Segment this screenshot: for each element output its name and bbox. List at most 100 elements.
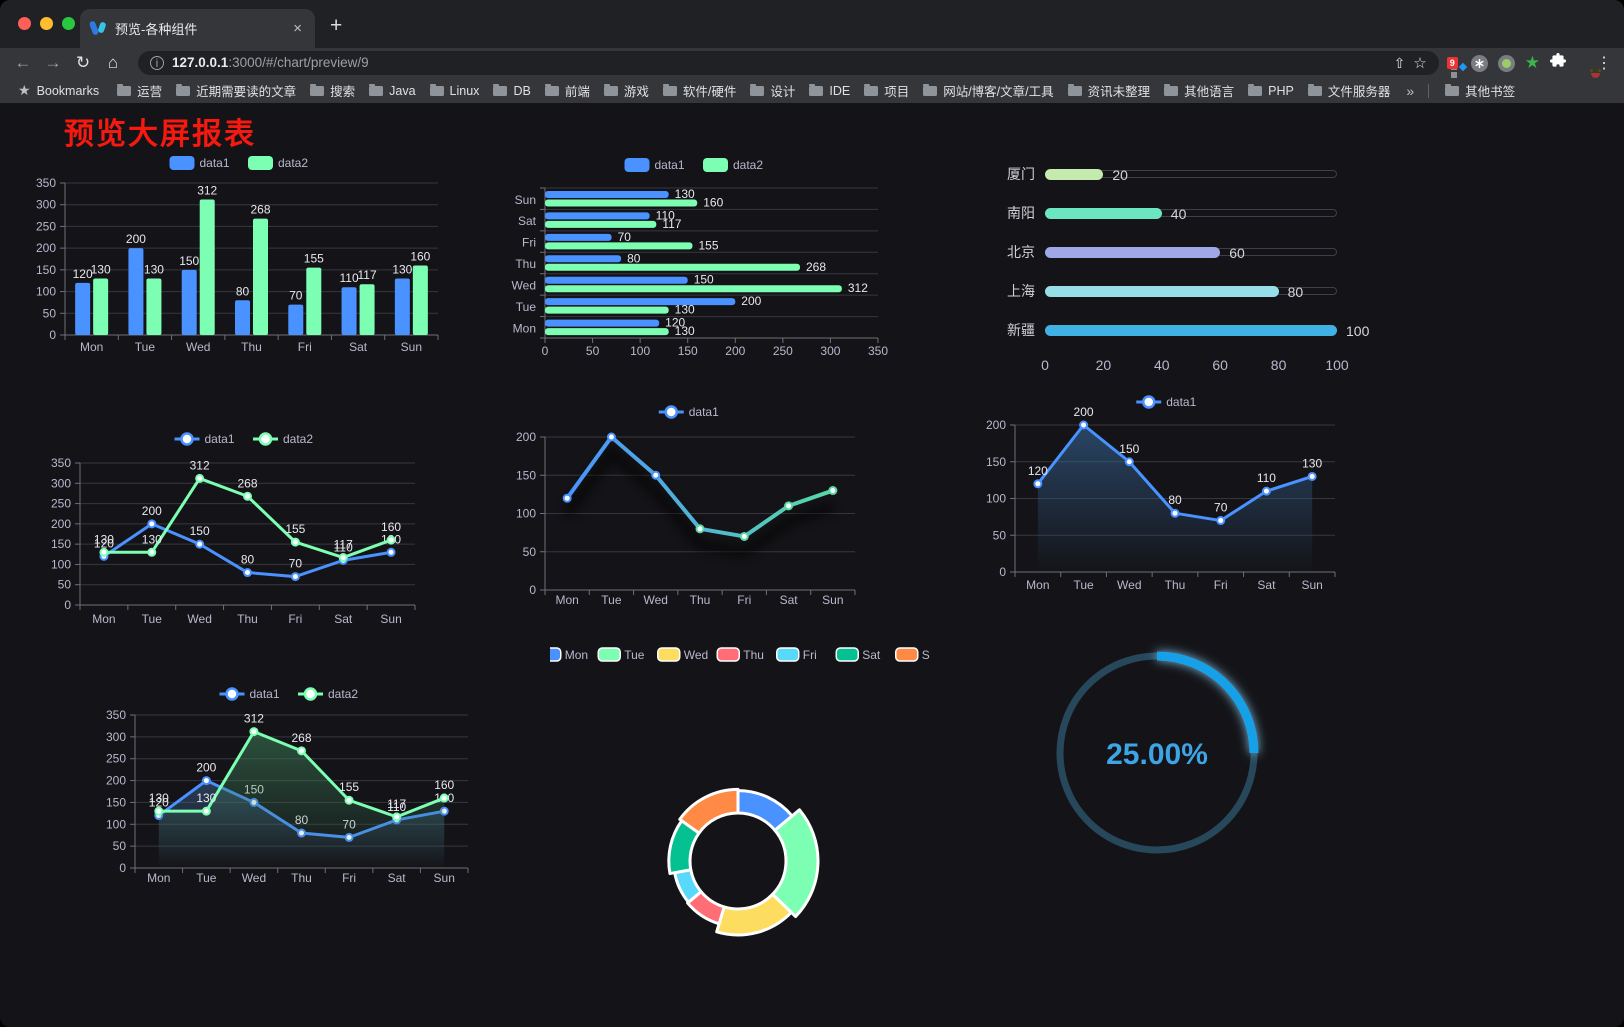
grouped-bar-chart[interactable]: data1 data2 0 50 100 150 200 250 300 350 Mon Tue Wed… (30, 147, 450, 365)
bar[interactable] (306, 267, 322, 335)
legend-item-Mon[interactable]: Mon (538, 647, 588, 662)
minimize-window-button[interactable] (40, 17, 53, 30)
data-point[interactable] (1261, 486, 1271, 496)
bar[interactable] (545, 276, 688, 284)
bookmark-star-icon[interactable]: ☆ (1413, 55, 1427, 72)
bar[interactable] (359, 284, 375, 335)
legend-item-data2[interactable]: data2 (248, 156, 308, 170)
progress-row-厦门[interactable]: 厦门 20 (985, 164, 1385, 184)
legend-item-Fri[interactable]: Fri (776, 647, 817, 662)
bookmark-folder[interactable]: 软件/硬件 (657, 81, 742, 100)
bar[interactable] (545, 242, 693, 250)
bookmark-folder[interactable]: 其他语言 (1158, 81, 1240, 100)
bar[interactable] (412, 265, 428, 335)
bookmark-folder[interactable]: 设计 (744, 81, 801, 100)
pie-slice-Wed[interactable] (715, 892, 793, 937)
bar[interactable] (545, 212, 650, 220)
data-point[interactable] (828, 486, 838, 496)
bookmark-folder[interactable]: 项目 (858, 81, 915, 100)
data-point[interactable] (344, 795, 354, 805)
bar[interactable] (253, 218, 268, 335)
bar[interactable] (545, 263, 800, 271)
close-window-button[interactable] (18, 17, 31, 30)
bar[interactable] (545, 298, 736, 306)
data-point[interactable] (290, 572, 300, 582)
data-point[interactable] (249, 727, 259, 737)
bar[interactable] (545, 306, 669, 314)
progress-row-上海[interactable]: 上海 80 (985, 281, 1385, 301)
bar[interactable] (545, 233, 612, 241)
legend-item-data1[interactable]: data1 (219, 687, 280, 701)
progress-row-南阳[interactable]: 南阳 40 (985, 203, 1385, 223)
data-point[interactable] (195, 473, 205, 483)
legend-item-data1[interactable]: data1 (658, 405, 719, 419)
legend-item-Sun[interactable]: Sun (895, 647, 943, 662)
rose-pie-chart[interactable]: Mon Tue Wed Thu Fri Sat Sun (538, 641, 943, 971)
bar[interactable] (128, 248, 144, 335)
data-point[interactable] (562, 493, 572, 503)
bookmark-folder[interactable]: 运营 (111, 81, 168, 100)
legend-item-data2[interactable]: data2 (298, 687, 358, 701)
data-point[interactable] (1079, 420, 1089, 430)
bookmarks-manager[interactable]: ★ Bookmarks (12, 82, 105, 99)
legend-item-Thu[interactable]: Thu (716, 647, 764, 662)
data-point[interactable] (1124, 457, 1134, 467)
progress-bar-chart[interactable]: 厦门 20 南阳 40 北京 60 上海 80 新疆 100 0 20 40 60 80 100 (985, 155, 1385, 385)
maximize-window-button[interactable] (62, 17, 75, 30)
data-point[interactable] (739, 531, 749, 541)
legend-item-data2[interactable]: data2 (703, 158, 763, 172)
ring-gauge-chart[interactable]: 25.00% (1040, 628, 1275, 863)
data-point[interactable] (695, 524, 705, 534)
bookmark-folder[interactable]: PHP (1242, 83, 1300, 98)
legend-item-data1[interactable]: data1 (1136, 395, 1197, 409)
legend-item-data1[interactable]: data1 (624, 158, 685, 172)
data-point[interactable] (392, 812, 402, 822)
bar[interactable] (235, 300, 250, 335)
line-chart-double-area[interactable]: data1 data2 0 50 100 150 200 250 300 350 Mon Tue Wed… (100, 680, 480, 888)
bar[interactable] (545, 220, 657, 228)
bar[interactable] (394, 278, 410, 335)
browser-tab[interactable]: 预览-各种组件 × (80, 9, 315, 48)
pie-slice-Tue[interactable] (771, 808, 820, 919)
data-point[interactable] (201, 776, 211, 786)
data-point[interactable] (606, 432, 616, 442)
legend-item-data1[interactable]: data1 (169, 156, 230, 170)
bookmark-folder[interactable]: 文件服务器 (1302, 81, 1397, 100)
data-point[interactable] (386, 547, 396, 557)
tab-close-icon[interactable]: × (293, 20, 302, 37)
bookmark-folder[interactable]: 游戏 (598, 81, 655, 100)
bookmark-folder[interactable]: DB (487, 83, 536, 98)
bookmark-folder[interactable]: Java (363, 83, 421, 98)
bar[interactable] (545, 255, 622, 263)
bookmark-folder[interactable]: 网站/博客/文章/工具 (917, 81, 1059, 100)
data-point[interactable] (386, 535, 396, 545)
line-chart-area[interactable]: data1 0 50 100 150 200 Mon Tue Wed Thu Fri Sat Sun 12… (985, 390, 1350, 602)
forward-icon[interactable]: → (44, 53, 62, 72)
bar[interactable] (545, 328, 669, 336)
data-point[interactable] (784, 501, 794, 511)
new-tab-button[interactable]: + (330, 14, 343, 37)
page-info-icon[interactable]: i (150, 56, 164, 70)
bar[interactable] (146, 278, 162, 335)
extension-asterisk-icon[interactable] (1470, 54, 1488, 72)
bar[interactable] (288, 304, 304, 335)
bookmark-folder[interactable]: 前端 (539, 81, 596, 100)
back-icon[interactable]: ← (14, 53, 32, 72)
extension-star-icon[interactable]: ★ (1524, 53, 1540, 72)
horizontal-bar-chart[interactable]: data1 data2 Sun Sat Fri Thu Wed Tue Mon 0 50 100 150… (500, 153, 890, 371)
data-point[interactable] (99, 547, 109, 557)
bar[interactable] (545, 285, 842, 293)
bookmark-folder[interactable]: 搜索 (304, 81, 361, 100)
data-point[interactable] (439, 793, 449, 803)
data-point[interactable] (1033, 479, 1043, 489)
bar[interactable] (545, 319, 660, 327)
progress-row-新疆[interactable]: 新疆 100 (985, 320, 1385, 340)
legend-item-Sat[interactable]: Sat (835, 647, 881, 662)
bookmark-folder[interactable]: 资讯未整理 (1062, 81, 1157, 100)
data-point[interactable] (338, 553, 348, 563)
data-point[interactable] (290, 537, 300, 547)
legend-item-Tue[interactable]: Tue (597, 647, 645, 662)
legend-item-Wed[interactable]: Wed (657, 647, 708, 662)
home-icon[interactable]: ⌂ (107, 53, 119, 72)
bookmark-folder[interactable]: IDE (803, 83, 856, 98)
